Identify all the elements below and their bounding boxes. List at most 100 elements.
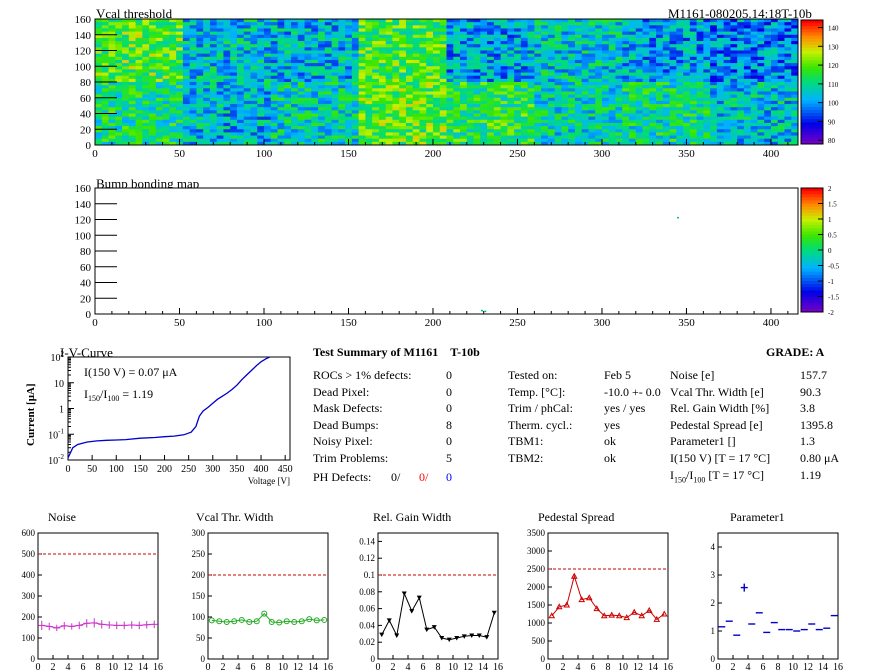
map-y-tick-label: 160 bbox=[75, 14, 92, 26]
condition-label: Therm. cycl.: bbox=[508, 417, 573, 432]
map-y-tick-label: 40 bbox=[80, 278, 92, 290]
defect-value: 0 bbox=[446, 401, 452, 415]
parameter-row: Noise [e] 157.7 bbox=[670, 368, 870, 383]
iv-note-ratio: I150/I100 = 1.19 bbox=[84, 387, 153, 403]
small-y-tick-label: 0 bbox=[201, 654, 206, 664]
iv-x-tick-label: 0 bbox=[66, 464, 71, 475]
small-x-tick-label: 2 bbox=[391, 662, 396, 672]
summary-plot-title: Parameter1 bbox=[730, 510, 785, 524]
small-x-tick-label: 8 bbox=[776, 662, 781, 672]
data-point bbox=[623, 614, 631, 621]
data-point bbox=[563, 601, 571, 608]
data-point bbox=[476, 633, 482, 638]
small-x-tick-label: 14 bbox=[648, 662, 658, 672]
parameter-value: 0.80 μA bbox=[800, 450, 840, 465]
map-x-tick-label: 400 bbox=[763, 148, 780, 160]
map-x-tick-label: 0 bbox=[92, 317, 98, 329]
data-point bbox=[548, 612, 556, 619]
iv-curve-line bbox=[67, 356, 270, 459]
small-y-tick-label: 150 bbox=[192, 591, 206, 601]
defect-row: ROCs > 1% defects: 0 bbox=[313, 368, 458, 383]
parameter-label: Parameter1 [] bbox=[670, 434, 736, 448]
small-x-tick-label: 12 bbox=[463, 662, 473, 672]
palette-label: 0.5 bbox=[828, 232, 837, 240]
condition-row: Tested on: Feb 5 bbox=[508, 368, 668, 383]
defect-row: Trim Problems: 5 bbox=[313, 451, 458, 466]
palette-label: 1.5 bbox=[828, 201, 837, 209]
iv-note-current: I(150 V) = 0.07 μA bbox=[84, 365, 178, 379]
data-point bbox=[276, 619, 283, 626]
small-x-tick-label: 6 bbox=[81, 662, 86, 672]
small-x-tick-label: 16 bbox=[833, 662, 843, 672]
map-x-tick-label: 50 bbox=[174, 317, 186, 329]
small-y-tick-label: 1500 bbox=[527, 600, 546, 610]
defect-value: 5 bbox=[446, 450, 452, 465]
small-y-tick-label: 0 bbox=[711, 654, 716, 664]
palette-label: 1 bbox=[828, 216, 832, 224]
data-point bbox=[401, 591, 407, 596]
small-y-tick-label: 50 bbox=[196, 633, 206, 643]
defect-label: Mask Defects: bbox=[313, 401, 383, 415]
map-y-tick-label: 100 bbox=[75, 61, 92, 73]
small-y-tick-label: 300 bbox=[192, 528, 206, 538]
data-point bbox=[268, 619, 275, 626]
iv-y-tick-label: 1 bbox=[59, 405, 64, 416]
data-point bbox=[653, 615, 661, 622]
series-line bbox=[381, 591, 495, 641]
small-x-tick-label: 2 bbox=[51, 662, 56, 672]
data-point bbox=[461, 634, 467, 639]
small-x-tick-label: 16 bbox=[493, 662, 503, 672]
small-y-tick-label: 2 bbox=[711, 598, 716, 608]
iv-y-tick-label: 102 bbox=[51, 350, 65, 364]
small-y-tick-label: 0.02 bbox=[359, 637, 375, 647]
defect-value: 8 bbox=[446, 417, 452, 432]
data-point bbox=[638, 612, 646, 619]
condition-row: TBM1: ok bbox=[508, 434, 668, 449]
small-y-tick-label: 100 bbox=[192, 612, 206, 622]
palette-label: 100 bbox=[828, 100, 839, 108]
defect-label: Dead Pixel: bbox=[313, 384, 370, 399]
map-y-tick-label: 0 bbox=[86, 309, 92, 321]
data-point bbox=[446, 637, 452, 643]
small-y-tick-label: 400 bbox=[22, 570, 36, 580]
iv-y-tick-label: 10-1 bbox=[48, 427, 64, 441]
small-x-tick-label: 12 bbox=[293, 662, 303, 672]
small-x-tick-label: 16 bbox=[323, 662, 333, 672]
small-y-tick-label: 500 bbox=[22, 549, 36, 559]
data-point bbox=[298, 618, 305, 625]
condition-value: ok bbox=[604, 450, 616, 465]
ph-defects-row: PH Defects: 0/ 0/ 0 bbox=[313, 470, 452, 484]
ph-defect-value-black: 0/ bbox=[391, 470, 401, 484]
small-x-tick-label: 4 bbox=[576, 662, 581, 672]
palette-label: -1 bbox=[828, 278, 834, 286]
data-point bbox=[261, 610, 268, 617]
map-x-tick-label: 350 bbox=[678, 317, 695, 329]
small-x-tick-label: 8 bbox=[266, 662, 271, 672]
condition-value: yes bbox=[604, 417, 620, 432]
defect-row: Mask Defects: 0 bbox=[313, 401, 458, 416]
small-x-tick-label: 14 bbox=[308, 662, 318, 672]
data-point bbox=[246, 619, 253, 626]
small-x-tick-label: 4 bbox=[236, 662, 241, 672]
condition-label: Tested on: bbox=[508, 368, 558, 382]
map-y-tick-label: 140 bbox=[75, 30, 92, 42]
map-x-tick-label: 150 bbox=[340, 317, 357, 329]
small-y-tick-label: 100 bbox=[22, 633, 36, 643]
iv-x-tick-label: 250 bbox=[181, 464, 196, 475]
vcal-threshold-title: Vcal threshold bbox=[96, 6, 173, 21]
map-x-tick-label: 100 bbox=[256, 317, 273, 329]
map-y-tick-label: 120 bbox=[75, 215, 92, 227]
small-y-tick-label: 3500 bbox=[527, 528, 546, 538]
parameter-label: Pedestal Spread [e] bbox=[670, 417, 763, 432]
palette-label: 110 bbox=[828, 81, 839, 89]
series-line bbox=[41, 622, 155, 629]
series-line bbox=[551, 574, 665, 621]
parameter-value: 157.7 bbox=[800, 368, 827, 382]
defect-label: Trim Problems: bbox=[313, 450, 389, 465]
map-y-tick-label: 140 bbox=[75, 199, 92, 211]
small-y-tick-label: 200 bbox=[22, 612, 36, 622]
summary-plot-title: Noise bbox=[48, 510, 76, 524]
summary-plot-title: Vcal Thr. Width bbox=[196, 510, 273, 524]
small-x-tick-label: 0 bbox=[546, 662, 551, 672]
